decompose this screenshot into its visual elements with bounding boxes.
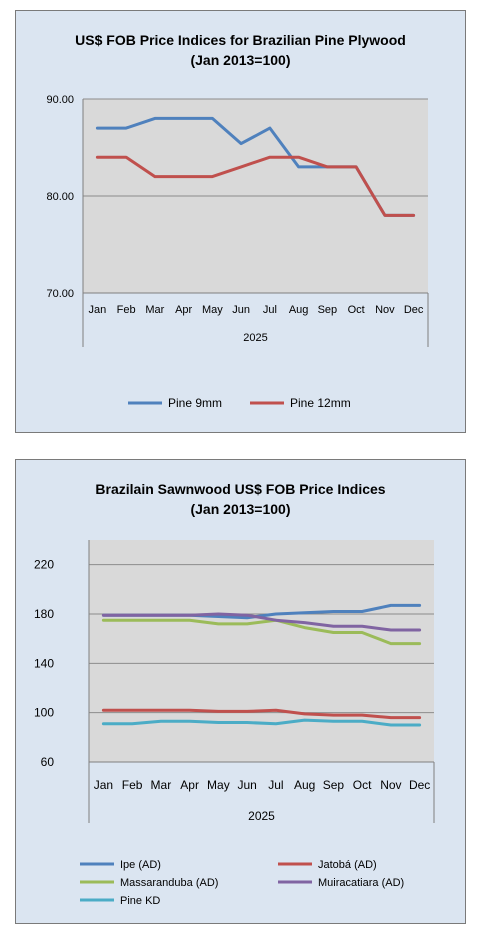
y-tick-label: 80.00 [46,191,74,203]
x-tick-label: May [202,304,223,316]
x-tick-label: May [207,778,230,792]
x-tick-label: Oct [348,304,365,316]
y-tick-label: 140 [34,656,54,670]
x-tick-label: Dec [409,778,430,792]
x-axis-group-label: 2025 [248,809,275,823]
x-tick-label: Apr [175,304,192,316]
y-tick-label: 70.00 [46,288,74,300]
y-tick-label: 100 [34,706,54,720]
x-tick-label: Nov [380,778,401,792]
chart-subtitle: (Jan 2013=100) [190,501,291,517]
y-tick-label: 220 [34,558,54,572]
x-tick-label: Aug [289,304,309,316]
series-line [101,618,422,646]
x-tick-label: Feb [122,778,143,792]
plot-area [89,540,434,762]
plywood-chart: 70.00 80.00 90.00 Jan Feb Mar Apr May Jun Jul Aug S… [46,94,429,410]
x-tick-label: Feb [117,304,136,316]
y-tick-label: 60 [41,755,55,769]
legend-label: Jatobá (AD) [318,859,377,871]
x-tick-label: Apr [180,778,199,792]
legend-label: Ipe (AD) [120,859,161,871]
legend-label: Muiracatiara (AD) [318,877,404,889]
series-line [101,708,422,720]
x-tick-label: Sep [318,304,338,316]
x-tick-label: Jun [232,304,250,316]
chart-title: Brazilain Sawnwood US$ FOB Price Indices [95,481,386,497]
sawnwood-chart-panel: Brazilain Sawnwood US$ FOB Price Indices… [15,459,466,924]
legend-label: Massaranduba (AD) [120,877,218,889]
x-tick-label: Mar [145,304,164,316]
x-tick-label: Aug [294,778,315,792]
series-line [101,612,422,632]
chart-subtitle: (Jan 2013=100) [190,52,291,68]
x-tick-label: Dec [404,304,424,316]
x-tick-label: Mar [151,778,172,792]
x-tick-label: Jan [94,778,113,792]
x-tick-label: Jul [263,304,277,316]
x-tick-label: Jun [237,778,256,792]
series-line [101,718,422,727]
series-line [95,155,416,217]
x-tick-label: Jan [89,304,107,316]
sawnwood-chart: 60 100 140 180 220 Jan Feb Mar Apr May Jun Jul Aug Se… [34,540,435,907]
x-tick-label: Oct [353,778,372,792]
plywood-chart-panel: US$ FOB Price Indices for Brazilian Pine… [15,10,466,433]
legend-label: Pine 9mm [168,396,222,410]
x-tick-label: Sep [323,778,345,792]
x-tick-label: Nov [375,304,395,316]
legend-label: Pine 12mm [290,396,351,410]
y-tick-label: 90.00 [46,94,74,106]
x-tick-label: Jul [268,778,283,792]
chart-title: US$ FOB Price Indices for Brazilian Pine… [75,32,406,48]
y-tick-label: 180 [34,607,54,621]
x-axis-group-label: 2025 [243,332,267,344]
legend-label: Pine KD [120,895,160,907]
